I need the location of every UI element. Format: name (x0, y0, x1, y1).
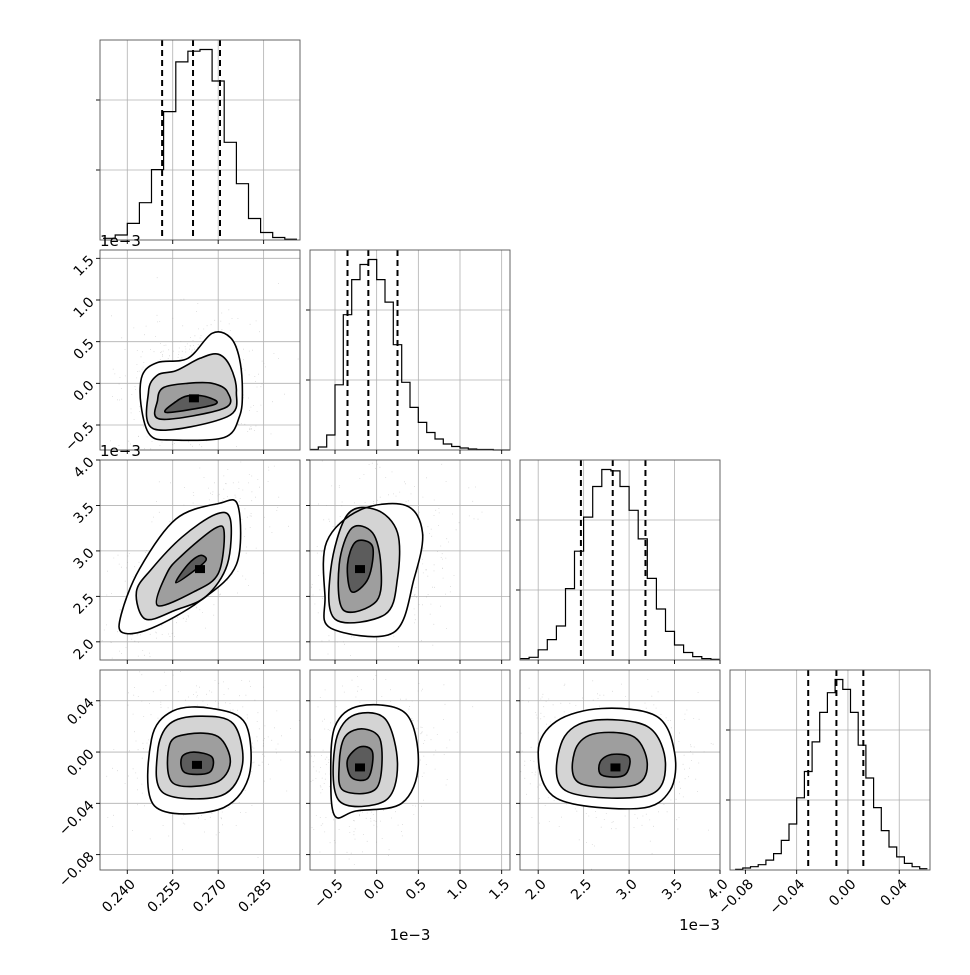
x-tick-label: 1.5 (486, 876, 513, 903)
panel-frame (309, 669, 511, 871)
y-tick-label: 0.0 (71, 378, 98, 405)
y-tick-label: 1.0 (71, 294, 98, 321)
x-tick-label: 0.04 (877, 876, 910, 909)
contour-line (346, 539, 375, 593)
x-tick-label: 0.255 (145, 876, 185, 916)
contour-line (153, 381, 232, 421)
density-fill (164, 395, 218, 413)
y-tick-label: −0.08 (56, 849, 98, 891)
contour-line (537, 707, 677, 810)
pair-panel (99, 459, 301, 661)
pair-panel (309, 669, 511, 871)
panel-content (100, 460, 300, 660)
pair-panel (99, 669, 301, 871)
histogram-panel (516, 459, 721, 661)
contour-line (155, 525, 226, 607)
panel-frame (729, 669, 931, 871)
panel-frame (99, 459, 301, 661)
density-peak (195, 565, 205, 574)
panel-content (310, 460, 510, 660)
contour-line (598, 753, 631, 778)
axis-offset-label: 1e−3 (100, 232, 141, 250)
x-tick-label: −0.04 (767, 876, 809, 918)
contour-line (327, 506, 401, 624)
contour-line (146, 706, 252, 815)
y-tick-label: 3.0 (71, 545, 98, 572)
axis-offset-label: 1e−3 (100, 442, 141, 460)
x-tick-label: 0.270 (190, 876, 230, 916)
y-tick-label: 2.0 (71, 636, 98, 663)
panel-frame (99, 39, 301, 241)
y-tick-label: 4.0 (71, 454, 98, 481)
panel-frame (309, 459, 511, 661)
pair-panel (519, 669, 721, 871)
contour-line (571, 731, 649, 789)
y-tick-label: −0.04 (56, 798, 98, 840)
x-tick-label: 3.0 (614, 876, 641, 903)
contour-line (155, 715, 244, 800)
histogram-step (735, 678, 928, 870)
contour-line (166, 732, 232, 788)
panel-content (520, 670, 720, 870)
contour-line (135, 511, 233, 621)
y-tick-label: 0.04 (64, 695, 97, 728)
density-peak (355, 763, 365, 772)
axis-offset-label: 1e−3 (390, 926, 431, 944)
contour-line (174, 554, 208, 584)
contour-line (180, 751, 215, 776)
x-tick-label: 0.00 (826, 876, 859, 909)
panel-content (100, 670, 300, 870)
pair-panel (309, 459, 511, 661)
density-peak (610, 763, 621, 772)
histogram-step (520, 468, 720, 660)
x-tick-label: 1.0 (445, 876, 472, 903)
density-peak (191, 760, 202, 769)
y-tick-label: 0.00 (64, 746, 97, 779)
x-tick-label: 3.5 (659, 876, 686, 903)
contour-line (145, 353, 238, 431)
contour-line (337, 728, 383, 795)
contour-line (322, 502, 424, 638)
panel-frame (519, 459, 721, 661)
x-tick-label: 2.5 (568, 876, 595, 903)
y-tick-label: 3.5 (71, 500, 98, 527)
panel-content (100, 250, 300, 450)
histogram-step (310, 258, 510, 451)
y-tick-label: −0.5 (62, 419, 97, 454)
x-tick-label: 0.0 (361, 876, 388, 903)
y-tick-label: 2.5 (71, 591, 98, 618)
x-tick-label: 0.5 (403, 876, 430, 903)
y-tick-label: 1.5 (71, 253, 98, 280)
y-tick-label: 0.5 (71, 336, 98, 363)
contour-line (555, 718, 667, 799)
x-tick-label: 0.285 (236, 876, 276, 916)
density-peak (188, 394, 199, 403)
contour-line (337, 524, 383, 614)
pair-panel (99, 249, 301, 451)
x-tick-label: 2.0 (523, 876, 550, 903)
density-fill (175, 555, 207, 583)
contour-line (329, 704, 420, 819)
histogram-step (103, 48, 297, 240)
panel-frame (99, 669, 301, 871)
contour-line (118, 499, 242, 635)
contour-line (346, 745, 374, 782)
panel-content (310, 670, 510, 870)
histogram-panel (306, 249, 511, 451)
axis-offset-label: 1e−3 (679, 916, 720, 934)
histogram-panel (726, 669, 931, 871)
x-tick-label: −0.5 (311, 876, 346, 911)
histogram-panel (96, 39, 301, 241)
contour-line (139, 331, 244, 442)
panel-frame (519, 669, 721, 871)
contour-line (332, 711, 399, 808)
x-tick-label: 0.240 (99, 876, 139, 916)
panel-frame (309, 249, 511, 451)
density-peak (355, 565, 365, 574)
panel-frame (99, 249, 301, 451)
